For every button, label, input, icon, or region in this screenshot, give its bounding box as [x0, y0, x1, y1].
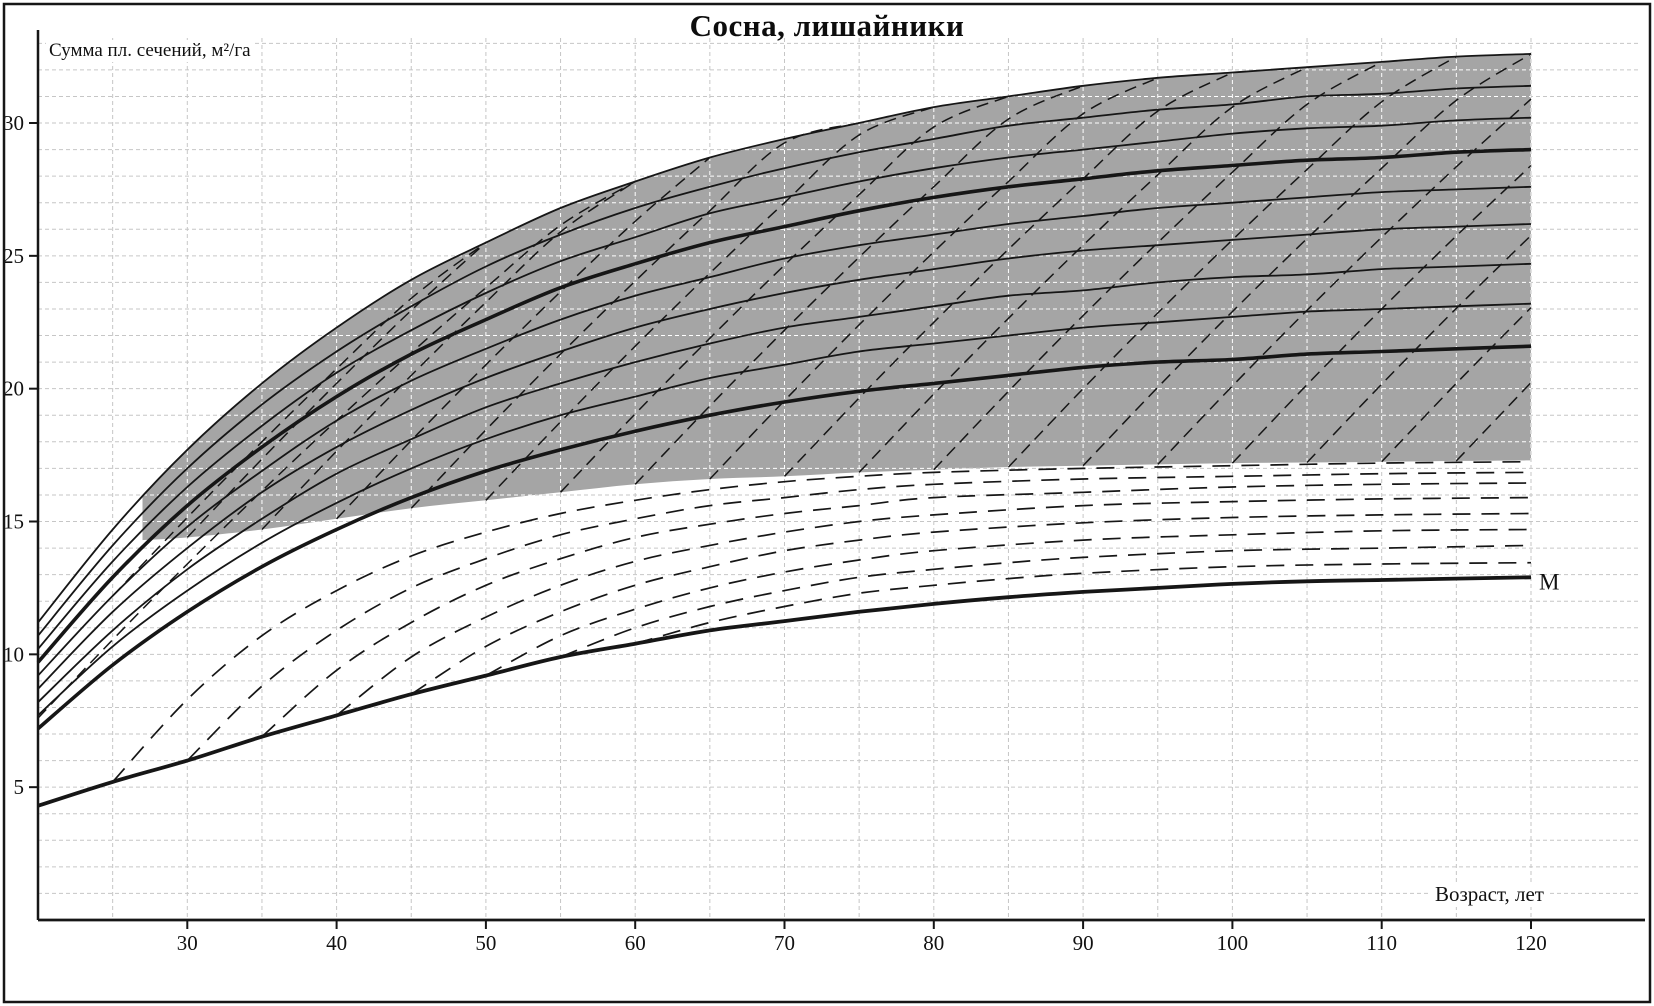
dashed-isoline	[336, 156, 711, 520]
dashed-isoline	[186, 242, 487, 538]
x-tick-label: 30	[177, 931, 198, 955]
dashed-isoline	[1157, 98, 1532, 465]
dashed-isoline	[112, 241, 487, 597]
y-axis-label: Сумма пл. сечений, м²/га	[46, 40, 254, 62]
m-curve-label: М	[1539, 569, 1559, 594]
dashed-isoline-fan	[37, 53, 1532, 719]
x-tick-label: 60	[625, 931, 646, 955]
dashed-isoline	[1306, 234, 1532, 464]
x-axis-label: Возраст, лет	[1430, 882, 1548, 907]
dashed-recovery-curve-4	[336, 496, 1532, 717]
dashed-isoline	[783, 71, 1233, 477]
dashed-isoline	[410, 122, 860, 509]
y-tick-label: 25	[3, 244, 24, 268]
solid-growth-curves	[36, 53, 1532, 731]
dashed-isoline	[261, 180, 636, 531]
dashed-recovery-curve-8	[634, 561, 1532, 645]
dashed-isoline	[559, 95, 1009, 493]
x-tick-label: 110	[1366, 931, 1397, 955]
dashed-recovery-curve-7	[560, 544, 1532, 658]
dashed-isoline	[933, 61, 1383, 471]
solid-growth-curve-2	[37, 84, 1532, 637]
solid-growth-curve-7	[37, 262, 1532, 703]
dashed-recovery-curve-6	[485, 528, 1532, 677]
x-tick-label: 70	[774, 931, 795, 955]
dashed-isoline	[37, 180, 636, 719]
x-tick-label: 90	[1073, 931, 1094, 955]
solid-growth-curve-9	[36, 344, 1532, 731]
solid-growth-curve-4	[36, 147, 1532, 664]
dashed-isoline	[1082, 53, 1532, 467]
y-tick-label: 5	[14, 775, 25, 799]
dashed-isoline	[1455, 382, 1532, 462]
chart-title: Сосна, лишайники	[689, 8, 965, 43]
x-tick-label: 80	[923, 931, 944, 955]
y-tick-label: 10	[3, 642, 24, 666]
dashed-recovery-curve-2	[186, 471, 1532, 762]
dashed-isoline	[485, 106, 935, 501]
dashed-isoline	[634, 85, 1084, 485]
solid-growth-curve-1	[37, 53, 1532, 624]
dashed-isoline	[709, 77, 1159, 480]
m-curve	[37, 575, 1532, 808]
solid-growth-curve-5	[37, 185, 1532, 677]
solid-growth-curve-3	[37, 116, 1532, 650]
x-tick-label: 120	[1515, 931, 1547, 955]
solid-growth-curve-8	[37, 302, 1532, 717]
solid-growth-curve-6	[37, 223, 1532, 690]
dashed-isoline	[1007, 55, 1457, 468]
dashed-isoline	[858, 66, 1308, 473]
y-tick-label: 30	[3, 111, 24, 135]
dashed-recovery-curve-5	[410, 512, 1532, 695]
dashed-isoline	[1381, 307, 1532, 463]
x-tick-label: 50	[475, 931, 496, 955]
x-tick-label: 100	[1217, 931, 1249, 955]
dashed-recovery-curves	[112, 460, 1532, 783]
axis-ticks	[29, 122, 1532, 929]
axis-tick-labels: 30 40 50 60 70 80 90 100 110 120 5 10 15 20 25 30	[3, 111, 1547, 955]
dashed-recovery-curve-3	[261, 482, 1532, 738]
y-tick-label: 20	[3, 377, 24, 401]
density-band	[142, 53, 1531, 541]
y-tick-label: 15	[3, 510, 24, 534]
x-tick-label: 40	[326, 931, 347, 955]
